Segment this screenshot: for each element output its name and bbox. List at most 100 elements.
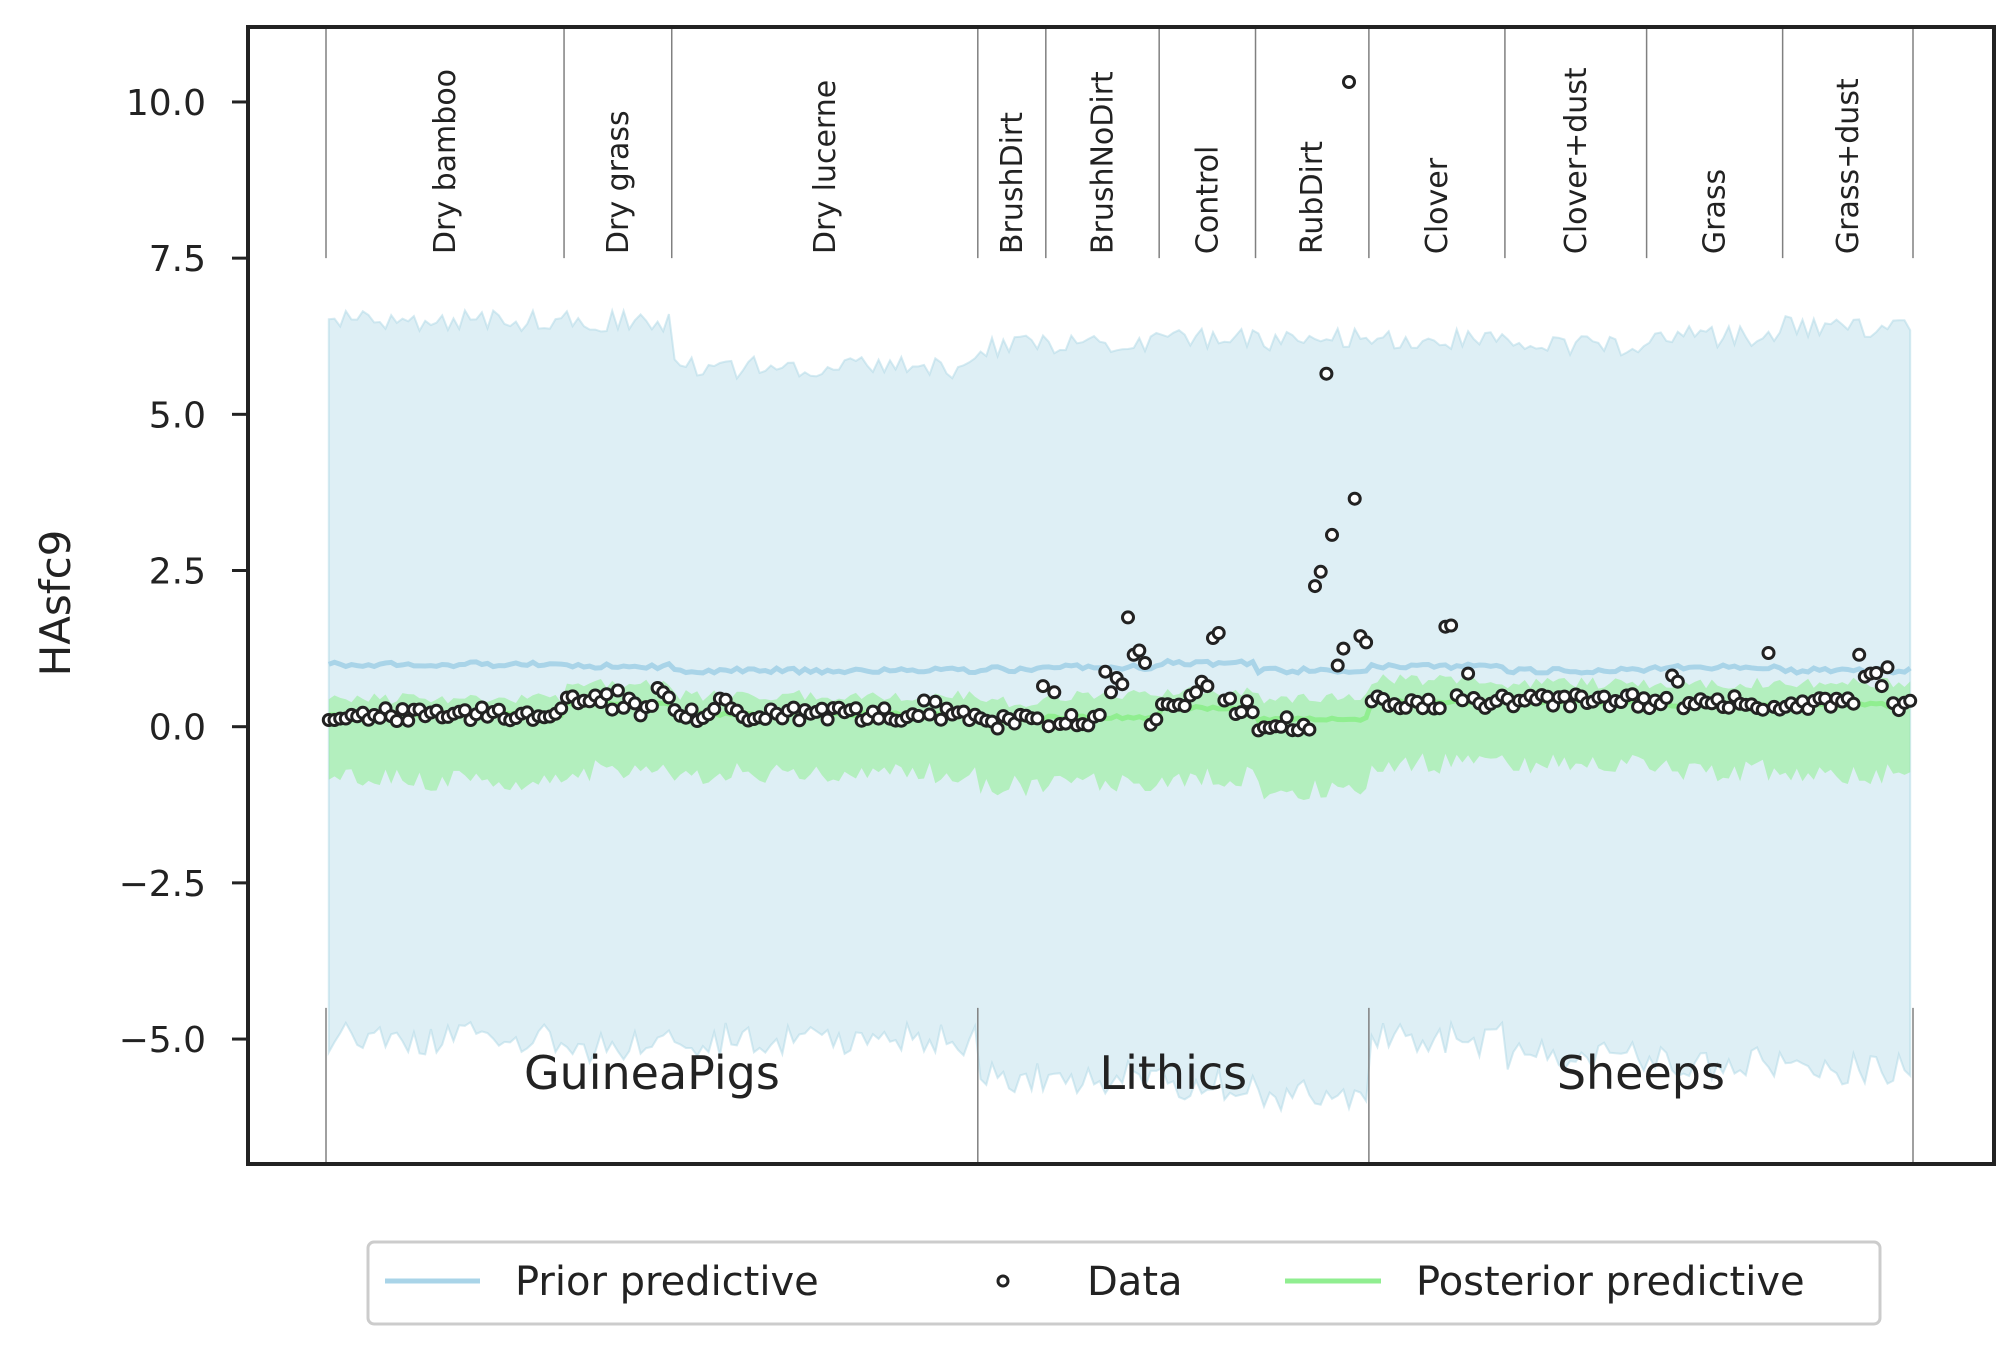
group-label: GuineaPigs [524,1046,780,1100]
data-point [1874,679,1889,694]
treatment-label: Dry grass [601,110,636,254]
data-point [820,712,835,727]
y-tick-label: −2.5 [119,864,206,905]
y-tick-label: 0.0 [149,708,206,749]
data-point [1880,660,1895,675]
legend-box [366,1240,1882,1326]
data-point [1761,646,1776,660]
y-axis: 10.0 7.5 5.0 2.5 0.0 −2.5 −5.0 [119,83,248,1061]
data-point [1325,527,1339,542]
treatment-label: BrushDirt [995,112,1030,254]
data-point [1104,685,1118,700]
data-point [1200,679,1215,694]
prior-predictive-mean-line [327,657,1912,677]
data-point [610,683,625,698]
data-point [1313,564,1328,579]
data-point [792,713,807,728]
legend-prior-label: Prior predictive [515,1259,819,1305]
treatment-label: Clover+dust [1559,67,1594,254]
data-point [1189,685,1203,700]
data-point [1240,694,1254,709]
treatment-label: Control [1190,146,1225,254]
data-point [1138,656,1152,670]
data-point [1846,696,1861,711]
treatment-label: Clover [1420,157,1455,254]
data-point [848,701,863,716]
group-labels: GuineaPigs Lithics Sheeps [524,1046,1725,1100]
data-point [605,702,620,717]
data-point [1319,366,1334,381]
data-point [1279,710,1294,725]
data-point [814,701,829,716]
data-point [922,707,937,722]
y-tick-label: 5.0 [149,395,206,436]
legend: Prior predictive Data Posterior predicti… [366,1240,1882,1326]
data-point [1211,626,1226,640]
data-point [1336,641,1351,656]
data-point [554,701,569,716]
data-point [1659,690,1674,705]
treatment-label: Dry bamboo [428,69,463,254]
data-point [1177,699,1192,713]
data-point [1903,693,1918,708]
data-point [401,713,416,728]
data-point [1234,705,1249,720]
data-point [389,714,404,728]
data-point [1347,491,1362,506]
y-tick-label: 7.5 [149,239,206,280]
data-point [1330,658,1345,673]
data-point [661,690,676,705]
category-dividers [325,27,1914,1164]
y-tick-label: 2.5 [149,552,206,593]
data-point [1563,699,1578,714]
y-axis-label: HAsfc9 [31,530,80,677]
data-point [1041,719,1056,734]
data-point [1036,679,1050,694]
treatment-labels: Dry bamboo Dry grass Dry lucerne BrushDirt B… [428,67,1866,254]
data-point [1098,664,1113,679]
data-point [1625,687,1640,702]
data-point [1308,579,1322,594]
data-point [1721,700,1736,715]
data-point [395,702,410,717]
data-point [599,687,614,702]
legend-data-label: Data [1087,1259,1183,1305]
data-point [877,701,892,716]
plot-frame [246,25,1996,1166]
treatment-label: BrushNoDirt [1086,71,1121,254]
data-point [1444,618,1459,633]
legend-data-marker [996,1274,1010,1288]
data-point [707,701,722,716]
treatment-label: Dry lucerne [808,80,843,254]
data-point [1064,708,1079,722]
data-point [928,694,943,709]
legend-posterior-label: Posterior predictive [1416,1259,1805,1305]
data-point [457,703,472,718]
group-label: Sheeps [1557,1046,1725,1100]
treatment-label: Grass+dust [1831,78,1866,254]
data-point [684,702,699,717]
data-point [644,698,659,713]
data-point [1047,685,1062,700]
data-point [934,712,948,727]
data-point [1092,708,1107,722]
data-point [1132,643,1147,658]
data-point [1359,635,1374,650]
data-point [1121,610,1135,625]
data-point [1455,693,1470,708]
data-point [917,693,931,708]
data-point [1149,712,1164,727]
y-tick-label: 10.0 [126,83,206,124]
data-point [1597,689,1612,704]
data-point [1302,722,1317,737]
data-point [786,700,801,715]
data-point [1115,677,1130,692]
y-tick-label: −5.0 [119,1020,206,1061]
data-point [1223,691,1237,706]
data-points [321,75,1918,738]
treatment-label: Grass [1698,169,1733,254]
data-point [1461,666,1476,681]
data-point [990,721,1005,736]
data-point [1432,701,1447,716]
